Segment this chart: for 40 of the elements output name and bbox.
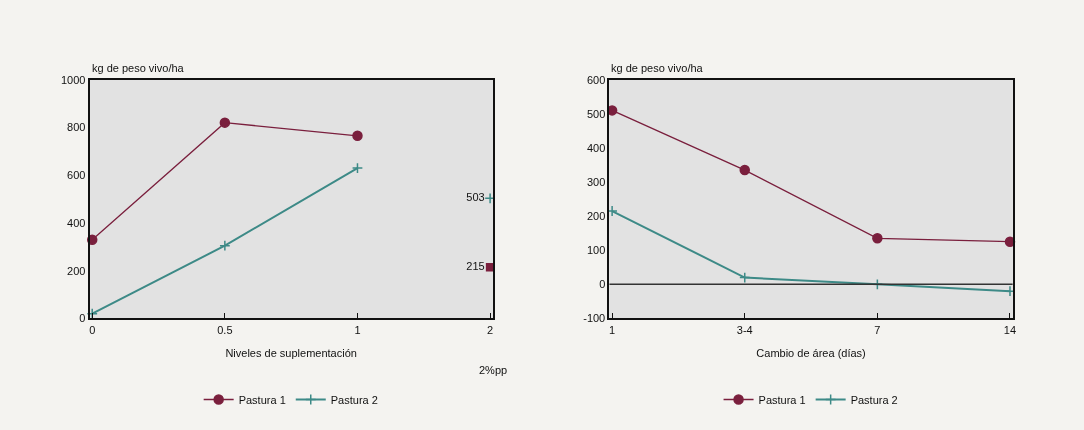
data-label: 503 — [466, 191, 485, 204]
point — [219, 117, 231, 128]
y-tick-label: 200 — [67, 264, 86, 277]
y-tick-label: -100 — [583, 312, 606, 325]
point — [872, 233, 883, 244]
text: 2%pp — [479, 364, 508, 376]
data-label: 215 — [466, 259, 485, 272]
y-tick-label: 200 — [586, 209, 606, 222]
legend-label: Pastura 2 — [850, 393, 898, 406]
y-tick-label: 100 — [586, 244, 606, 257]
point — [351, 162, 364, 174]
x-tick-label: 14 — [1003, 323, 1017, 336]
x-tick-label: 0 — [89, 323, 96, 336]
point — [739, 271, 751, 284]
point — [352, 130, 363, 142]
y-tick-label: 0 — [79, 312, 86, 325]
y-tick-label: 800 — [67, 121, 86, 134]
point — [739, 164, 750, 176]
y-tick-label: 300 — [586, 175, 606, 188]
y-tick-label: 600 — [67, 169, 86, 182]
y-axis-title: kg de peso vivo/ha — [92, 62, 185, 74]
x-tick-label: 7 — [874, 323, 881, 336]
legend-label: Pastura 1 — [758, 393, 806, 406]
x-axis-title: Niveles de suplementación — [225, 347, 357, 360]
y-tick-label: 1000 — [60, 73, 86, 86]
legend-label: Pastura 1 — [238, 393, 286, 406]
x-tick-label: 2 — [487, 323, 494, 336]
x-tick-label: 1 — [609, 323, 616, 336]
x-axis-title: Cambio de área (días) — [756, 347, 866, 360]
x-tick-label: 0.5 — [217, 323, 233, 336]
legend-label: Pastura 2 — [330, 393, 378, 406]
y-tick-label: 400 — [67, 216, 86, 229]
x-tick-label: 1 — [354, 323, 361, 336]
y-tick-label: 400 — [586, 141, 606, 154]
y-axis-title: kg de peso vivo/ha — [611, 62, 704, 74]
y-tick-label: 500 — [586, 107, 606, 120]
y-tick-label: 0 — [599, 278, 606, 291]
y-tick-label: 600 — [586, 73, 606, 86]
x-tick-label: 3-4 — [736, 323, 753, 336]
point — [219, 240, 231, 252]
